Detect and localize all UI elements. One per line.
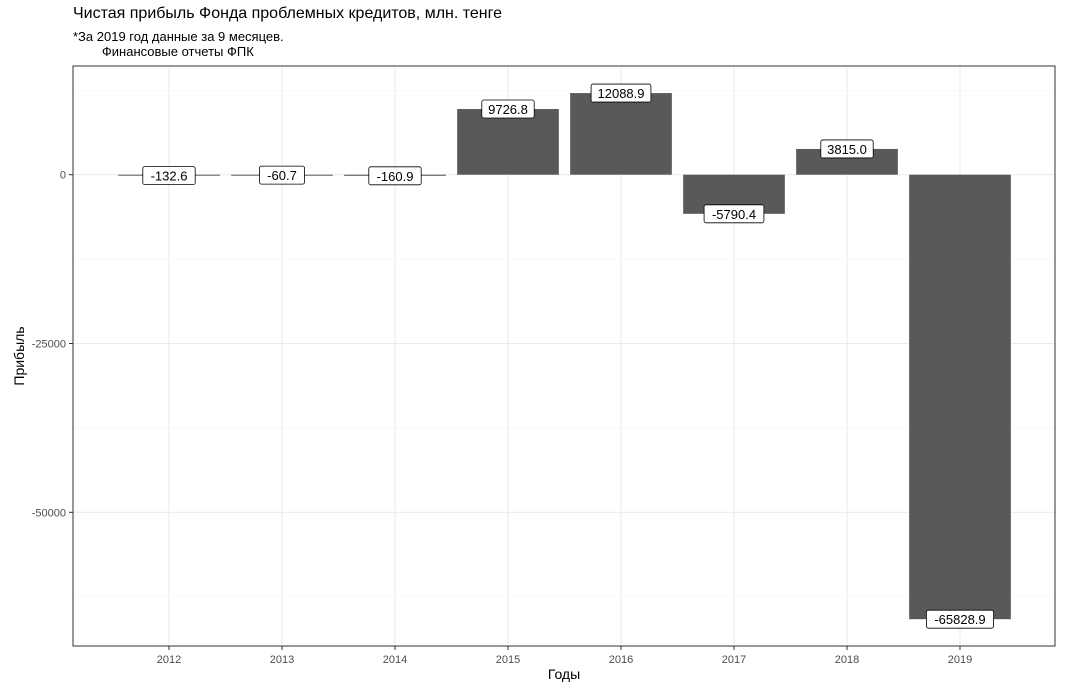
data-label-2013: -60.7 [259,165,305,185]
plot-panel [73,66,1055,646]
data-labels: -132.6 -60.7 -160.9 9726.8 12088.9 -5790.4 381… [142,83,995,629]
panel-border [72,65,1056,647]
y-tick-label: -25000 [32,339,66,351]
x-axis-title: Годы [548,666,580,682]
y-axis: 0 -25000 -50000 [32,170,73,519]
x-tick-label: 2016 [609,654,633,666]
data-label-2017: -5790.4 [703,204,765,224]
data-label-2016: 12088.9 [590,83,652,103]
data-label-box [926,609,995,629]
bar-2016 [570,93,672,175]
data-label-text: -65828.9 [934,612,985,627]
data-label-2018: 3815.0 [820,139,874,159]
x-axis: 2012 2013 2014 2015 2016 2017 2018 2019 [157,646,972,666]
bar-2019 [909,174,1011,620]
chart-title: Чистая прибыль Фонда проблемных кредитов… [73,5,503,22]
data-label-box [820,139,874,159]
data-label-text: -132.6 [151,169,188,184]
x-tick-label: 2012 [157,654,181,666]
data-label-2014: -160.9 [368,166,422,186]
x-tick-label: 2018 [835,654,859,666]
bar-2015 [457,109,559,175]
data-label-2015: 9726.8 [481,99,535,119]
x-tick-label: 2017 [722,654,746,666]
data-label-box [590,83,652,103]
data-label-text: -5790.4 [712,207,756,222]
data-label-2019: -65828.9 [926,609,995,629]
x-tick-label: 2014 [383,654,407,666]
x-tick-label: 2013 [270,654,294,666]
data-label-text: -60.7 [267,168,297,183]
data-label-text: 3815.0 [827,142,867,157]
data-label-box [368,166,422,186]
y-tick-label: -50000 [32,507,66,519]
data-label-box [481,99,535,119]
x-tick-label: 2019 [948,654,972,666]
data-label-text: 12088.9 [598,86,645,101]
data-label-2012: -132.6 [142,166,196,186]
data-label-text: 9726.8 [488,102,528,117]
data-label-box [703,204,765,224]
grid-lines [73,66,1055,646]
y-tick-label: 0 [60,170,66,182]
y-axis-title: Прибыль [11,326,27,385]
x-tick-label: 2015 [496,654,520,666]
data-label-box [142,166,196,186]
bars [118,93,1011,620]
data-label-text: -160.9 [377,169,414,184]
chart-subtitle: *За 2019 год данные за 9 месяцев. Финанс… [73,29,284,59]
data-label-box [259,165,305,185]
